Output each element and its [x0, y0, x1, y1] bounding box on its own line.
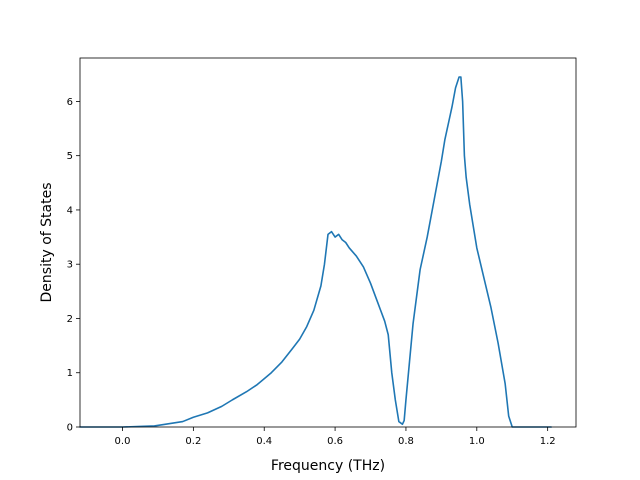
x-tick-label: 1.0	[469, 436, 485, 447]
line-layer	[79, 76, 552, 428]
x-tick-label: 0.0	[115, 436, 131, 447]
x-axis-label: Frequency (THz)	[271, 458, 385, 474]
y-axis-ticks: 0 1 2 3 4 5 6	[67, 97, 80, 434]
plot-frame	[79, 57, 577, 428]
plot-area	[80, 58, 576, 427]
x-tick-label: 0.2	[185, 436, 201, 447]
y-tick-label: 4	[67, 205, 73, 216]
x-tick-label: 0.8	[398, 436, 414, 447]
y-tick-label: 1	[67, 368, 73, 379]
y-tick-label: 3	[67, 260, 73, 271]
x-tick-label: 0.6	[327, 436, 343, 447]
series-line-0	[79, 76, 552, 428]
y-tick-label: 0	[67, 423, 73, 434]
y-tick-label: 5	[67, 151, 73, 162]
y-tick-label: 6	[67, 97, 73, 108]
y-axis-label: Density of States	[39, 183, 55, 303]
x-tick-label: 0.4	[256, 436, 272, 447]
x-axis-ticks: 0.0 0.2 0.4 0.6 0.8 1.0 1.2	[115, 427, 556, 447]
x-tick-label: 1.2	[540, 436, 556, 447]
y-tick-label: 2	[67, 314, 73, 325]
